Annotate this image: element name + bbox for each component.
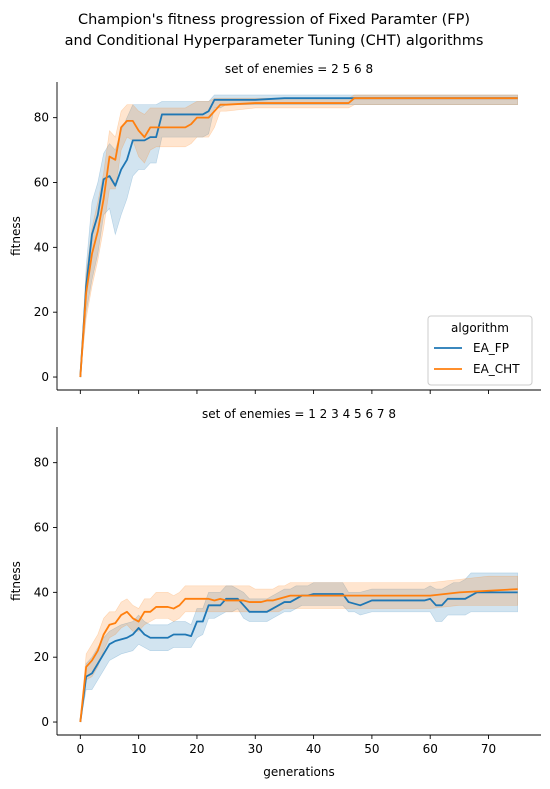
panel-0-y-tick-label: 80	[34, 111, 49, 125]
panel-1-y-tick-label: 20	[34, 650, 49, 664]
panel-1-line-ea-cht	[79, 588, 518, 723]
panel-1-x-tick-label: 30	[248, 742, 263, 756]
panel-0-y-tick-label: 60	[34, 176, 49, 190]
panel-0-title: set of enemies = 2 5 6 8	[225, 62, 373, 76]
panel-1-x-tick-label: 0	[77, 742, 85, 756]
top-panel: set of enemies = 2 5 6 8 0 20 40 60 80 fitness	[9, 62, 541, 394]
legend-title: algorithm	[451, 321, 509, 335]
panel-0-line-ea-cht	[79, 97, 518, 378]
panel-1-x-tick-label: 70	[481, 742, 496, 756]
panel-1-x-tick-label: 50	[364, 742, 379, 756]
figure-title-line-1: Champion's fitness progression of Fixed …	[78, 12, 470, 28]
panel-1-y-label: fitness	[9, 561, 23, 601]
figure-title-line-2: and Conditional Hyperparameter Tuning (C…	[65, 33, 484, 49]
panel-1-x-tick-label: 60	[423, 742, 438, 756]
panel-1-y-tick-label: 60	[34, 521, 49, 535]
panel-0-band-ea-fp	[80, 94, 518, 378]
panel-1-x-tick-label: 20	[189, 742, 204, 756]
panel-1-y-tick-label: 40	[34, 585, 49, 599]
panel-1-title: set of enemies = 1 2 3 4 5 6 7 8	[202, 407, 396, 421]
panel-0-y-tick-label: 20	[34, 305, 49, 319]
legend-entry-ea-cht: EA_CHT	[473, 362, 520, 376]
panel-1-x-label: generations	[263, 765, 335, 779]
bottom-panel: set of enemies = 1 2 3 4 5 6 7 8 0 20 40 60 8…	[9, 407, 541, 779]
panel-0-y-tick-label: 0	[41, 370, 49, 384]
panel-1-y-tick-label: 0	[41, 715, 49, 729]
panel-1-x-tick-label: 40	[306, 742, 321, 756]
legend-frame	[427, 315, 533, 386]
legend: algorithm EA_FP EA_CHT	[427, 315, 533, 386]
panel-1-x-tick-label: 10	[131, 742, 146, 756]
panel-0-y-tick-label: 40	[34, 240, 49, 254]
legend-entry-ea-fp: EA_FP	[473, 341, 509, 355]
panel-1-line-ea-fp	[79, 591, 518, 723]
panel-0-y-label: fitness	[9, 216, 23, 256]
panel-1-y-tick-label: 80	[34, 456, 49, 470]
panel-0-line-ea-fp	[79, 97, 518, 378]
